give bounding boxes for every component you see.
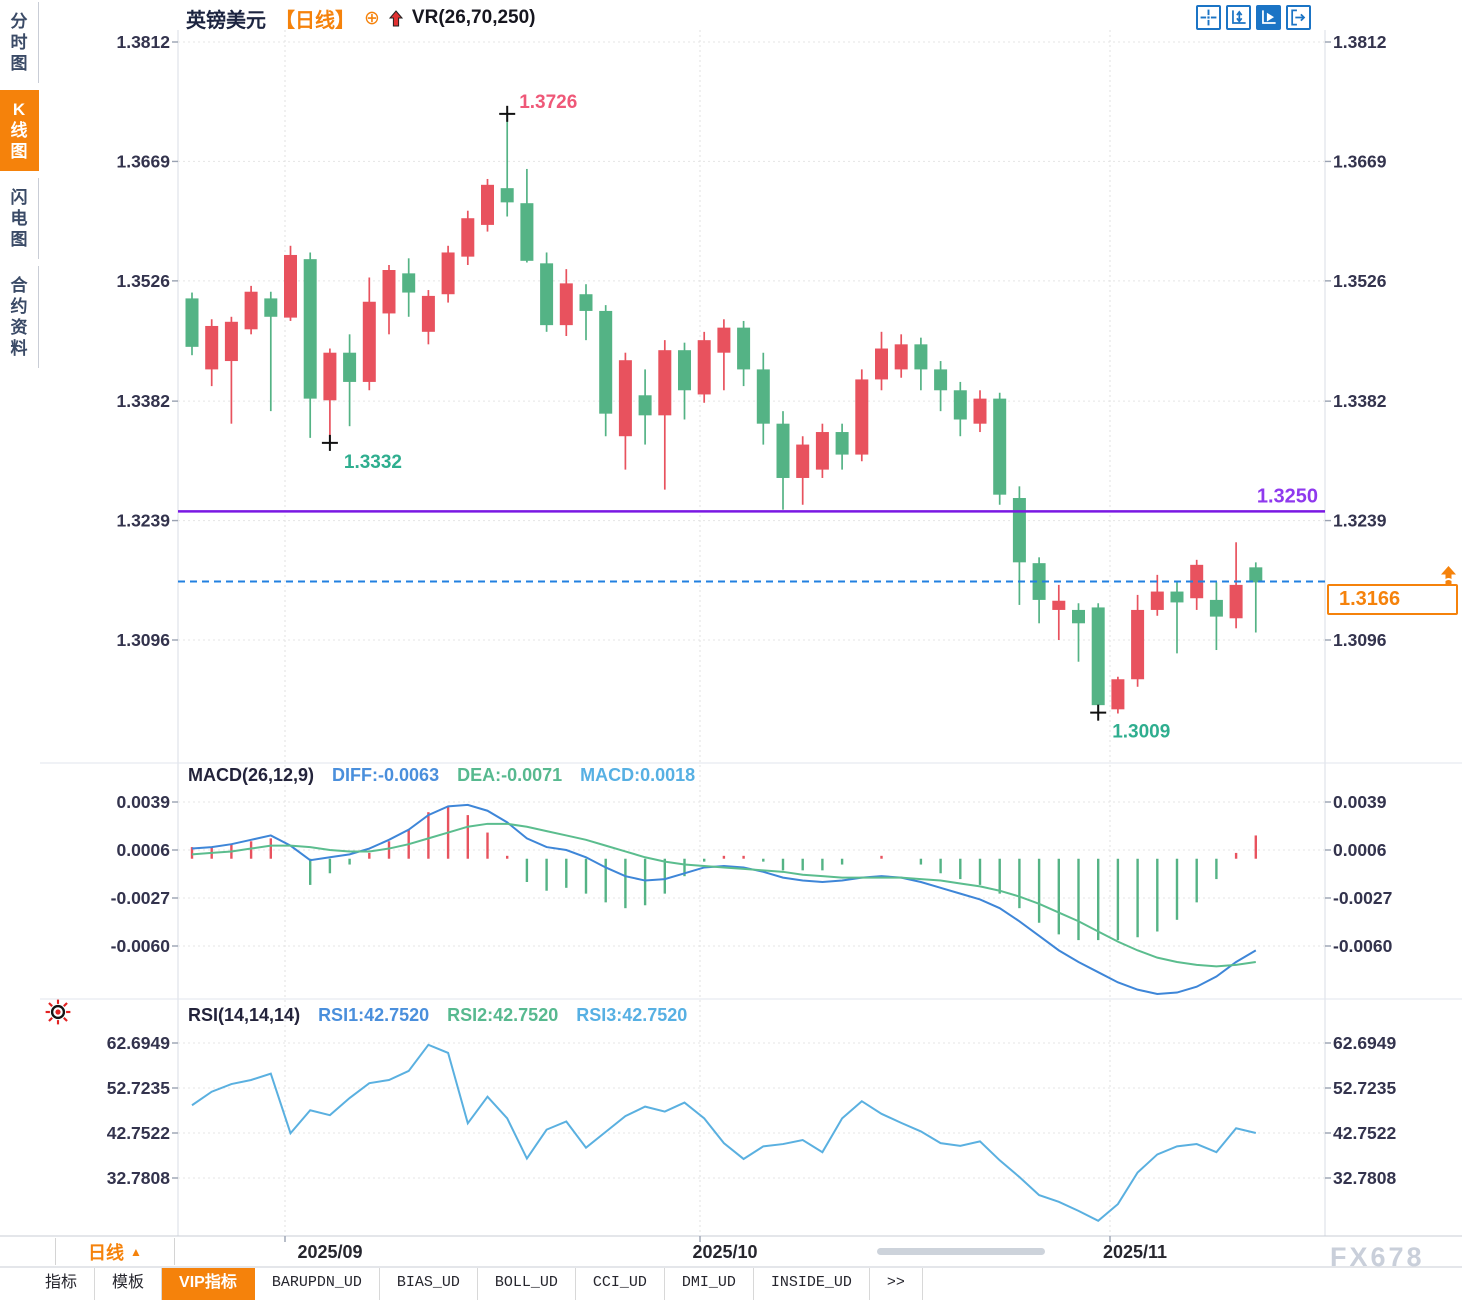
rsi3-value: RSI3:42.7520 xyxy=(576,1005,688,1025)
current-price-arrow-icon xyxy=(1440,565,1457,584)
triangle-up-icon: ▲ xyxy=(130,1244,142,1259)
indicator-tab-bar: 指标 模板 VIP指标 BARUPDN_UD BIAS_UD BOLL_UD CCI_UD D… xyxy=(0,1268,1462,1300)
macd-macd-value: MACD:0.0018 xyxy=(580,765,696,785)
timeframe-label[interactable]: 【日线】 xyxy=(275,9,355,32)
tab-boll_ud[interactable]: BOLL_UD xyxy=(478,1268,576,1300)
tab-bias_ud[interactable]: BIAS_UD xyxy=(380,1268,478,1300)
up-arrow-icon xyxy=(388,9,404,27)
indicator-settings-icon[interactable] xyxy=(44,998,72,1026)
svg-text:52.7235: 52.7235 xyxy=(1333,1078,1397,1098)
svg-text:2025/09: 2025/09 xyxy=(297,1242,362,1262)
chart-header: 英镑美元 【日线】 ⊕ VR(26,70,250) xyxy=(186,5,536,32)
svg-text:1.3239: 1.3239 xyxy=(1333,511,1387,531)
current-price-value: 1.3166 xyxy=(1339,587,1401,610)
svg-text:1.3669: 1.3669 xyxy=(116,151,170,171)
svg-text:1.3250: 1.3250 xyxy=(1257,485,1318,507)
svg-text:1.3096: 1.3096 xyxy=(1333,630,1387,650)
sidebar-item-contract-info[interactable]: 合约资料 xyxy=(0,266,39,368)
svg-text:1.3526: 1.3526 xyxy=(1333,271,1387,291)
svg-text:42.7522: 42.7522 xyxy=(107,1123,171,1143)
svg-text:1.3009: 1.3009 xyxy=(1112,722,1170,743)
svg-text:0.0039: 0.0039 xyxy=(1333,792,1387,812)
svg-text:0.0006: 0.0006 xyxy=(1333,840,1387,860)
sidebar-item-time-chart[interactable]: 分时图 xyxy=(0,2,39,83)
svg-text:62.6949: 62.6949 xyxy=(1333,1033,1397,1053)
tab-barupdn_ud[interactable]: BARUPDN_UD xyxy=(255,1268,380,1300)
svg-text:1.3726: 1.3726 xyxy=(519,92,577,113)
svg-text:-0.0027: -0.0027 xyxy=(111,888,170,908)
svg-text:62.6949: 62.6949 xyxy=(107,1033,171,1053)
macd-dea-value: DEA:-0.0071 xyxy=(457,765,563,785)
svg-text:1.3096: 1.3096 xyxy=(116,630,170,650)
svg-text:0.0039: 0.0039 xyxy=(116,792,170,812)
svg-text:1.3382: 1.3382 xyxy=(1333,391,1387,411)
svg-text:32.7808: 32.7808 xyxy=(107,1168,171,1188)
macd-title: MACD(26,12,9) xyxy=(188,765,315,785)
add-indicator-icon[interactable]: ⊕ xyxy=(364,7,380,29)
svg-text:1.3332: 1.3332 xyxy=(344,452,402,473)
svg-text:1.3812: 1.3812 xyxy=(1333,32,1387,52)
tab-vip[interactable]: VIP指标 xyxy=(162,1268,255,1300)
svg-text:1.3669: 1.3669 xyxy=(1333,151,1387,171)
symbol-title: 英镑美元 xyxy=(186,9,266,32)
sidebar-item-lightning-chart[interactable]: 闪电图 xyxy=(0,178,39,259)
svg-text:2025/10: 2025/10 xyxy=(692,1242,757,1262)
tab-[interactable]: 指标 xyxy=(28,1268,96,1300)
rsi-title: RSI(14,14,14) xyxy=(188,1005,301,1025)
axis-scale-icon[interactable] xyxy=(1226,5,1251,30)
timeframe-selector[interactable]: 日线 ▲ xyxy=(55,1238,175,1265)
svg-text:1.3812: 1.3812 xyxy=(116,32,170,52)
crosshair-icon[interactable] xyxy=(1196,5,1221,30)
current-price-box: 1.3166 xyxy=(1327,583,1458,615)
svg-text:1.3239: 1.3239 xyxy=(116,511,170,531)
svg-text:52.7235: 52.7235 xyxy=(107,1078,171,1098)
vr-indicator-label: VR(26,70,250) xyxy=(411,7,536,28)
axis-play-icon[interactable] xyxy=(1256,5,1281,30)
svg-text:32.7808: 32.7808 xyxy=(1333,1168,1397,1188)
svg-text:1.3382: 1.3382 xyxy=(116,391,170,411)
chart-scrollbar[interactable] xyxy=(877,1248,1045,1255)
tab-cci_ud[interactable]: CCI_UD xyxy=(576,1268,665,1300)
svg-text:-0.0060: -0.0060 xyxy=(1333,936,1393,956)
tab-[interactable]: >> xyxy=(870,1268,923,1300)
pan-right-icon[interactable] xyxy=(1286,5,1311,30)
svg-text:42.7522: 42.7522 xyxy=(1333,1123,1397,1143)
macd-header: MACD(26,12,9) DIFF:-0.0063 DEA:-0.0071 M… xyxy=(188,765,695,786)
rsi2-value: RSI2:42.7520 xyxy=(447,1005,559,1025)
tab-[interactable]: 模板 xyxy=(95,1268,163,1300)
svg-text:1.3526: 1.3526 xyxy=(116,271,170,291)
svg-text:0.0006: 0.0006 xyxy=(116,840,170,860)
watermark: FX678 xyxy=(1330,1242,1425,1272)
rsi1-value: RSI1:42.7520 xyxy=(318,1005,430,1025)
rsi-header: RSI(14,14,14) RSI1:42.7520 RSI2:42.7520 … xyxy=(188,1005,687,1026)
sidebar: 分时图 K线图 闪电图 合约资料 xyxy=(0,2,39,368)
tab-dmi_ud[interactable]: DMI_UD xyxy=(665,1268,754,1300)
sidebar-item-candle-chart[interactable]: K线图 xyxy=(0,90,39,171)
macd-diff-value: DIFF:-0.0063 xyxy=(332,765,440,785)
svg-text:-0.0027: -0.0027 xyxy=(1333,888,1392,908)
tab-inside_ud[interactable]: INSIDE_UD xyxy=(754,1268,870,1300)
svg-text:2025/11: 2025/11 xyxy=(1103,1242,1167,1262)
svg-text:-0.0060: -0.0060 xyxy=(111,936,171,956)
chart-toolbar xyxy=(1196,5,1311,30)
